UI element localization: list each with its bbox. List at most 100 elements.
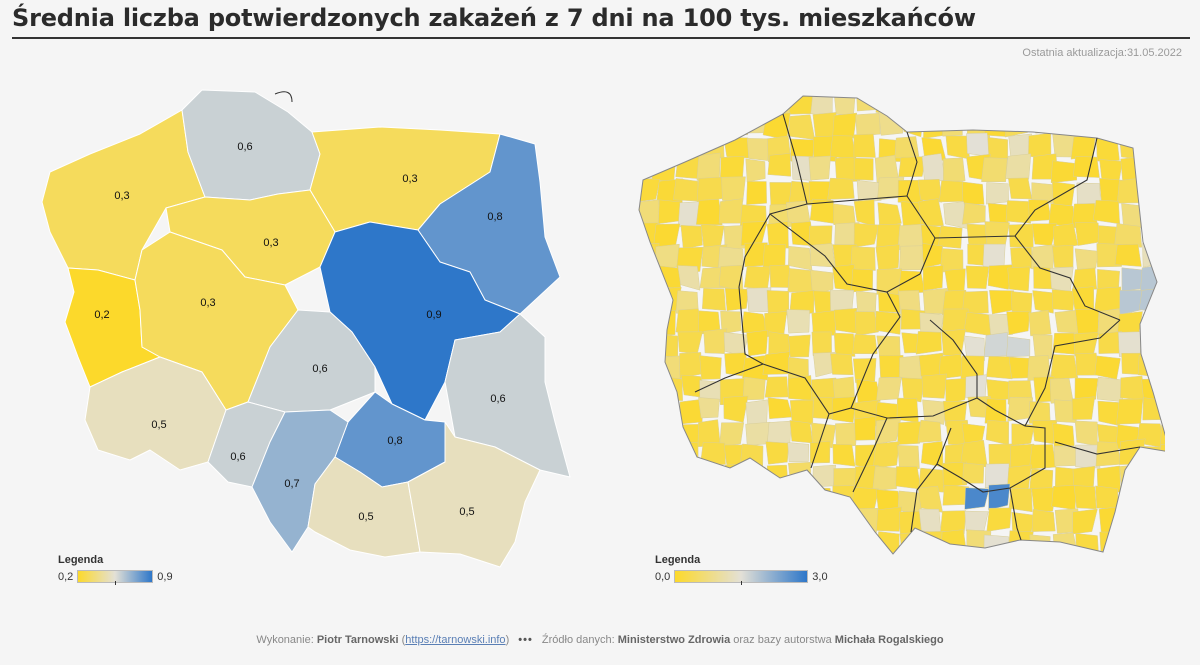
county-cell — [851, 487, 880, 512]
legend-right-max: 3,0 — [812, 570, 828, 583]
region-zachodniopomorskie[interactable] — [41, 109, 206, 281]
county-cell — [854, 415, 877, 441]
county-cell — [1073, 332, 1099, 357]
footer: Wykonanie: Piotr Tarnowski (https://tarn… — [256, 634, 944, 646]
county-cell — [676, 441, 699, 469]
county-cell — [747, 489, 772, 513]
county-cell — [876, 506, 902, 532]
county-cell — [943, 157, 966, 182]
county-cell — [964, 487, 990, 510]
county-cell — [746, 138, 771, 161]
county-cell — [833, 96, 856, 115]
county-cell — [986, 507, 1012, 532]
county-cell — [872, 441, 900, 469]
county-cell — [965, 265, 990, 289]
county-cell — [986, 182, 1009, 205]
county-cell — [1029, 444, 1057, 470]
county-cell — [966, 132, 991, 157]
county-cell — [657, 423, 680, 445]
county-cell — [917, 179, 943, 203]
county-cell — [639, 529, 657, 553]
county-cell — [699, 355, 722, 380]
county-cell — [724, 287, 749, 312]
county-cell — [874, 418, 902, 445]
footer-author: Piotr Tarnowski — [316, 634, 399, 646]
county-cell — [898, 270, 926, 294]
county-cell — [1116, 96, 1143, 117]
county-cell — [1117, 178, 1144, 204]
footer-link[interactable]: https://tarnowski.info — [405, 634, 506, 646]
value-label-wielkopolskie: 0,3 — [200, 297, 215, 309]
county-cell — [1143, 311, 1165, 336]
county-cell — [899, 96, 921, 120]
county-cell — [739, 204, 767, 227]
county-cell — [878, 111, 904, 136]
county-cell — [1162, 112, 1165, 136]
county-cell — [899, 245, 925, 271]
county-cell — [695, 199, 723, 226]
county-cell — [829, 135, 857, 160]
county-cell — [1094, 355, 1121, 380]
county-cell — [639, 177, 661, 203]
county-cell — [918, 508, 942, 535]
county-cell — [639, 199, 661, 227]
county-cell — [878, 291, 901, 313]
county-cell — [1139, 507, 1163, 534]
county-mosaic — [639, 96, 1165, 578]
value-label-opolskie: 0,6 — [230, 451, 245, 463]
value-label-malopolskie: 0,5 — [358, 511, 373, 523]
county-cell — [1006, 311, 1030, 335]
county-cell — [785, 200, 812, 226]
county-cell — [677, 265, 701, 291]
region-kujawsko-pomorskie[interactable] — [165, 189, 336, 286]
county-cell — [961, 290, 989, 315]
county-cell — [1005, 153, 1032, 180]
county-cell — [854, 311, 879, 336]
region-value-labels: 0,3 0,6 0,3 0,8 0,3 0,2 0,3 0,9 0,6 0,6 … — [94, 141, 505, 523]
county-cell — [723, 395, 749, 423]
county-cell — [894, 550, 921, 554]
county-cell — [1116, 398, 1144, 425]
county-cell — [1115, 532, 1142, 554]
county-cell — [833, 332, 856, 357]
county-cell — [853, 133, 876, 158]
county-cell — [855, 378, 881, 404]
county-cell — [941, 557, 965, 578]
county-cell — [699, 96, 725, 113]
county-cell — [639, 290, 657, 316]
county-cell — [984, 114, 1008, 137]
county-cell — [1030, 96, 1054, 113]
county-cell — [1074, 248, 1099, 270]
county-cell — [1052, 245, 1074, 268]
county-cell — [1119, 438, 1146, 465]
county-cell — [746, 181, 767, 205]
county-cell — [1049, 111, 1075, 137]
legend-left-title: Legenda — [58, 554, 104, 566]
county-cell — [1120, 114, 1142, 141]
county-map — [638, 95, 1165, 578]
county-cell — [983, 332, 1010, 358]
county-cell — [742, 506, 767, 534]
county-cell — [724, 532, 749, 554]
county-cell — [850, 246, 876, 271]
county-cell — [639, 108, 654, 136]
county-cell — [1051, 485, 1077, 511]
county-cell — [833, 203, 856, 225]
county-cell — [1138, 96, 1163, 116]
region-lodzkie[interactable] — [247, 309, 376, 413]
county-cell — [1006, 336, 1031, 358]
county-cell — [639, 511, 661, 536]
voivodeship-map: 0,3 0,6 0,3 0,8 0,3 0,2 0,3 0,9 0,6 0,6 … — [41, 89, 571, 568]
region-dolnoslaskie[interactable] — [84, 356, 227, 471]
county-cell — [1142, 226, 1165, 251]
county-cell — [639, 96, 656, 119]
county-cell — [1092, 199, 1121, 225]
county-cell — [788, 511, 810, 535]
county-cell — [1049, 378, 1074, 404]
county-cell — [939, 180, 964, 203]
county-cell — [963, 96, 989, 116]
county-cell — [742, 465, 766, 490]
region-podkarpackie[interactable] — [407, 421, 541, 568]
county-cell — [853, 222, 880, 248]
county-cell — [657, 96, 683, 117]
